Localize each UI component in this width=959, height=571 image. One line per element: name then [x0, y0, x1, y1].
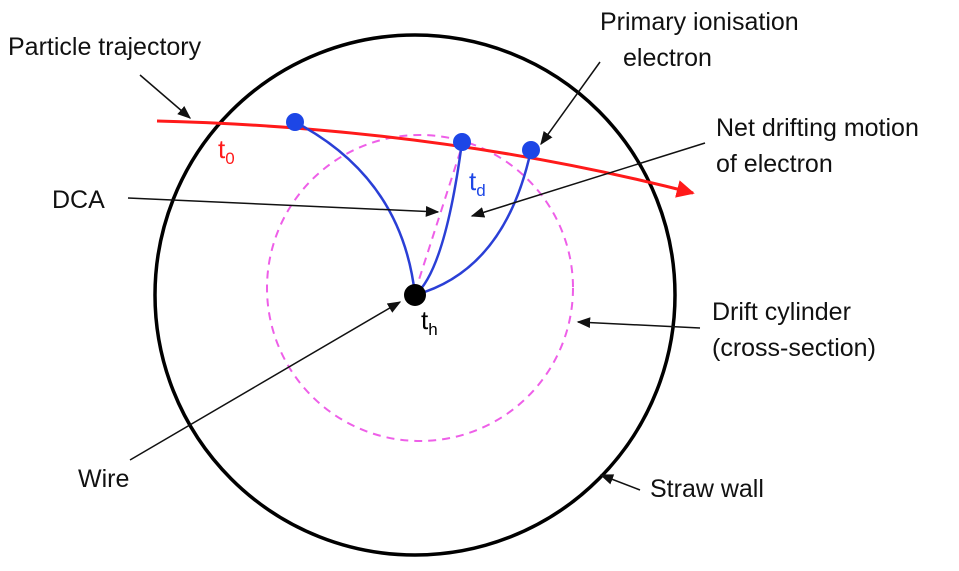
- label-drift-cylinder-line1: Drift cylinder: [712, 298, 851, 326]
- leader-straw-wall: [599, 474, 641, 491]
- label-primary-ionisation-line1: Primary ionisation: [600, 8, 799, 36]
- leader-drift-cylinder: [576, 317, 701, 329]
- electron-1: [286, 113, 304, 131]
- label-t0: t0: [218, 134, 235, 168]
- leader-particle-trajectory: [139, 74, 192, 119]
- electron-3: [522, 141, 540, 159]
- drift-path-3: [414, 149, 533, 297]
- dca-line: [414, 142, 464, 293]
- label-drift-cylinder-line2: (cross-section): [712, 334, 876, 362]
- drift-cylinder-circle: [266, 134, 574, 442]
- drift-path-1: [294, 120, 417, 296]
- label-td: td: [469, 166, 486, 200]
- leader-net-drifting: [470, 142, 706, 218]
- wire-dot: [404, 284, 426, 306]
- label-straw-wall: Straw wall: [650, 475, 764, 503]
- leader-dca: [127, 197, 440, 217]
- leader-primary-ionisation: [540, 61, 601, 146]
- label-net-drifting-line1: Net drifting motion: [716, 114, 919, 142]
- particle-trajectory-line: [156, 119, 695, 198]
- electron-2: [453, 133, 471, 151]
- label-wire: Wire: [78, 465, 129, 493]
- straw-wall-circle: [153, 33, 677, 557]
- label-th: th: [421, 305, 438, 339]
- label-dca: DCA: [52, 186, 105, 214]
- label-particle-trajectory: Particle trajectory: [8, 33, 202, 61]
- leader-wire: [129, 301, 402, 461]
- label-primary-ionisation-line2: electron: [623, 44, 712, 72]
- label-net-drifting-line2: of electron: [716, 150, 833, 178]
